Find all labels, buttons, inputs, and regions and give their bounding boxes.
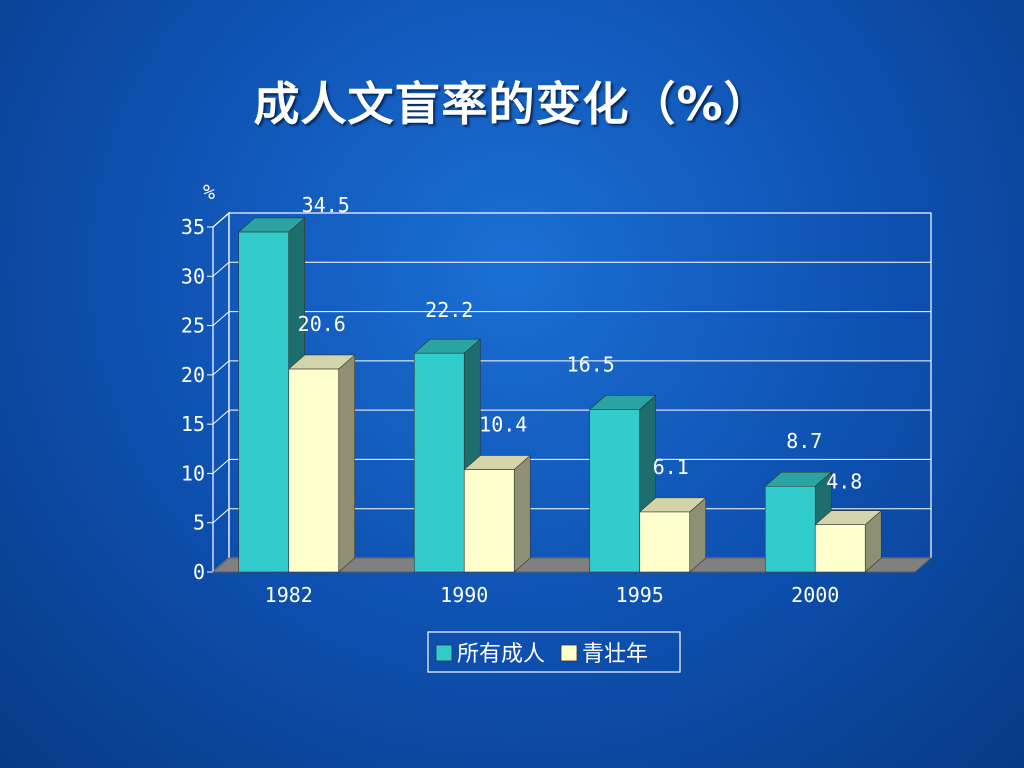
bar-top-所有成人-1995	[588, 395, 657, 410]
x-tick-label: 1995	[616, 583, 664, 607]
bar-所有成人-2000	[764, 485, 816, 573]
data-label: 22.2	[425, 298, 473, 322]
y-axis-unit: %	[203, 180, 215, 204]
legend-box	[427, 631, 681, 673]
y-tick-label: 20	[181, 363, 205, 387]
y-tick-label: 15	[181, 412, 205, 436]
gridline	[212, 261, 931, 277]
y-tick-label: 25	[181, 314, 205, 338]
bar-top-青壮年-2000	[814, 510, 883, 525]
gridline	[212, 311, 931, 326]
gridline	[212, 212, 931, 228]
bar-所有成人-1990	[413, 352, 465, 573]
y-tick-label: 30	[181, 264, 205, 288]
slide-title: 成人文盲率的变化（%）	[253, 77, 771, 131]
data-label: 6.1	[653, 455, 689, 479]
bar-青壮年-1995	[639, 511, 691, 573]
y-tick-label: 10	[181, 461, 205, 485]
bar-top-所有成人-1990	[413, 338, 482, 354]
gridline	[212, 409, 931, 425]
data-label: 16.5	[567, 352, 615, 376]
data-label: 8.7	[786, 429, 822, 453]
bar-side-青壮年-1990	[513, 454, 531, 573]
bar-top-所有成人-2000	[764, 471, 833, 487]
y-tick-label: 5	[193, 511, 205, 535]
y-tick-label: 0	[193, 560, 205, 584]
x-tick-label: 2000	[791, 583, 839, 607]
x-tick-label: 1982	[265, 583, 313, 607]
legend-label: 青壮年	[582, 642, 648, 667]
bar-top-青壮年-1995	[638, 497, 707, 513]
bar-所有成人-1982	[238, 231, 290, 573]
plot-left-wall	[212, 211, 230, 574]
bar-青壮年-1990	[463, 469, 515, 573]
bar-top-青壮年-1982	[287, 354, 356, 370]
legend-label: 所有成人	[457, 642, 545, 667]
legend-swatch-青壮年	[560, 644, 578, 662]
data-label: 4.8	[826, 470, 862, 494]
y-tick-label: 35	[181, 215, 205, 239]
bar-top-青壮年-1990	[463, 455, 532, 470]
legend-swatch-所有成人	[435, 644, 453, 662]
bar-青壮年-1982	[288, 368, 340, 573]
bar-top-所有成人-1982	[237, 217, 306, 233]
gridline	[212, 360, 931, 376]
bar-所有成人-1995	[589, 409, 641, 573]
data-label: 10.4	[479, 412, 527, 436]
bar-青壮年-2000	[814, 524, 866, 573]
data-label: 34.5	[302, 193, 350, 217]
bar-side-青壮年-1982	[338, 354, 356, 573]
x-tick-label: 1990	[440, 583, 488, 607]
gridline	[212, 458, 931, 474]
data-label: 20.6	[298, 312, 346, 336]
